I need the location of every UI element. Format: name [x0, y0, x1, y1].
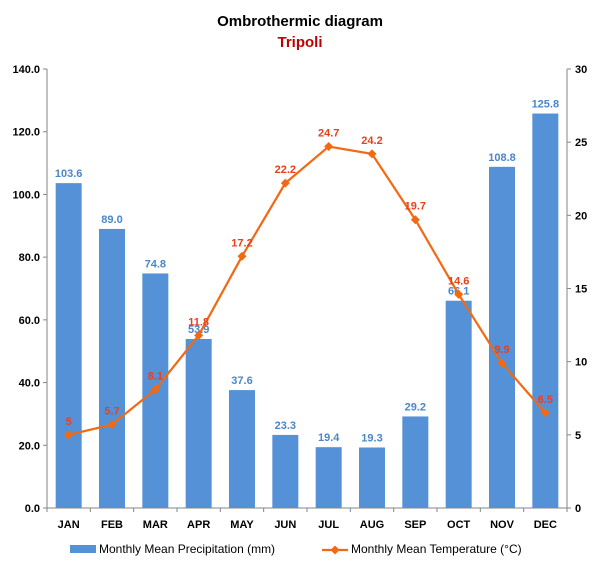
y-left-tick-label: 100.0 — [12, 189, 40, 201]
precip-bar — [489, 166, 515, 508]
temperature-point — [64, 430, 74, 440]
temperature-label: 8.1 — [148, 370, 163, 382]
precip-bar — [315, 447, 342, 508]
precip-bar — [272, 434, 299, 508]
x-tick-label: MAY — [230, 519, 254, 531]
temperature-point — [410, 215, 420, 225]
temperature-label: 5 — [66, 416, 72, 428]
x-tick-label: SEP — [404, 519, 426, 531]
precip-bar-label: 37.6 — [231, 375, 252, 387]
x-tick-label: APR — [187, 519, 210, 531]
temperature-point — [107, 420, 117, 430]
precip-bar-label: 74.8 — [145, 258, 166, 270]
y-left-tick-label: 20.0 — [19, 440, 40, 452]
y-right-tick-label: 10 — [575, 357, 587, 369]
x-tick-label: JUL — [318, 519, 339, 531]
precip-bar-label: 29.2 — [405, 401, 426, 413]
y-right-tick-label: 5 — [575, 430, 581, 442]
temperature-point — [367, 149, 377, 159]
precip-bar — [55, 183, 82, 508]
y-left-tick-label: 0.0 — [25, 503, 40, 515]
x-tick-label: AUG — [360, 519, 384, 531]
temperature-point — [454, 289, 464, 299]
y-left-tick-label: 40.0 — [19, 378, 40, 390]
temperature-label: 17.2 — [231, 237, 252, 249]
precip-bar-label: 103.6 — [55, 168, 83, 180]
temperature-label: 22.2 — [275, 164, 296, 176]
precip-bar-label: 89.0 — [101, 214, 122, 226]
y-left-tick-label: 80.0 — [19, 252, 40, 264]
precip-bar-label: 108.8 — [488, 152, 516, 164]
y-right-tick-label: 0 — [575, 503, 581, 515]
legend-precip-swatch — [70, 545, 96, 553]
precip-bar — [359, 447, 385, 508]
temperature-point — [280, 178, 290, 188]
temperature-label: 14.6 — [448, 275, 469, 287]
y-left-tick-label: 140.0 — [12, 64, 40, 76]
temperature-point — [324, 142, 334, 152]
y-left-tick-label: 60.0 — [19, 315, 40, 327]
y-right-tick-label: 20 — [575, 210, 587, 222]
y-right-tick-label: 15 — [575, 284, 587, 296]
temperature-point — [194, 330, 204, 340]
precip-bar — [532, 113, 559, 508]
temperature-label: 19.7 — [405, 201, 426, 213]
temperature-line — [68, 145, 547, 436]
y-right-tick-label: 25 — [575, 137, 587, 149]
x-tick-label: FEB — [101, 519, 123, 531]
chart-subtitle: Tripoli — [277, 34, 323, 51]
chart-title: Ombrothermic diagram — [217, 13, 383, 30]
precip-bar-label: 23.3 — [275, 420, 296, 432]
precip-bar — [445, 300, 472, 508]
y-left-tick-label: 120.0 — [12, 127, 40, 139]
precip-bar-label: 19.4 — [318, 432, 340, 444]
x-tick-label: JAN — [58, 519, 80, 531]
temperature-label: 24.7 — [318, 128, 339, 140]
precip-bar — [229, 390, 255, 508]
legend-temp-marker — [330, 545, 340, 555]
precip-bar-label: 125.8 — [532, 99, 560, 111]
temperature-label: 5.7 — [104, 406, 119, 418]
temperature-label: 9.9 — [494, 344, 509, 356]
legend-temp-label: Monthly Mean Temperature (°C) — [351, 542, 522, 556]
precip-bar — [185, 338, 212, 508]
temperature-point — [237, 251, 247, 261]
precip-bar — [402, 416, 429, 508]
y-right-tick-label: 30 — [575, 64, 587, 76]
temperature-label: 24.2 — [361, 135, 382, 147]
precip-bar-label: 19.3 — [361, 432, 382, 444]
precip-bar — [99, 228, 125, 508]
x-tick-label: JUN — [274, 519, 296, 531]
temperature-point — [150, 384, 160, 394]
temperature-point — [540, 408, 550, 418]
temperature-label: 6.5 — [538, 394, 553, 406]
temperature-point — [497, 358, 507, 368]
x-tick-label: DEC — [534, 519, 557, 531]
x-tick-label: NOV — [490, 519, 515, 531]
x-tick-label: OCT — [447, 519, 471, 531]
temperature-label: 11.8 — [188, 316, 209, 328]
legend-precip-label: Monthly Mean Precipitation (mm) — [99, 542, 275, 556]
x-tick-label: MAR — [143, 519, 168, 531]
